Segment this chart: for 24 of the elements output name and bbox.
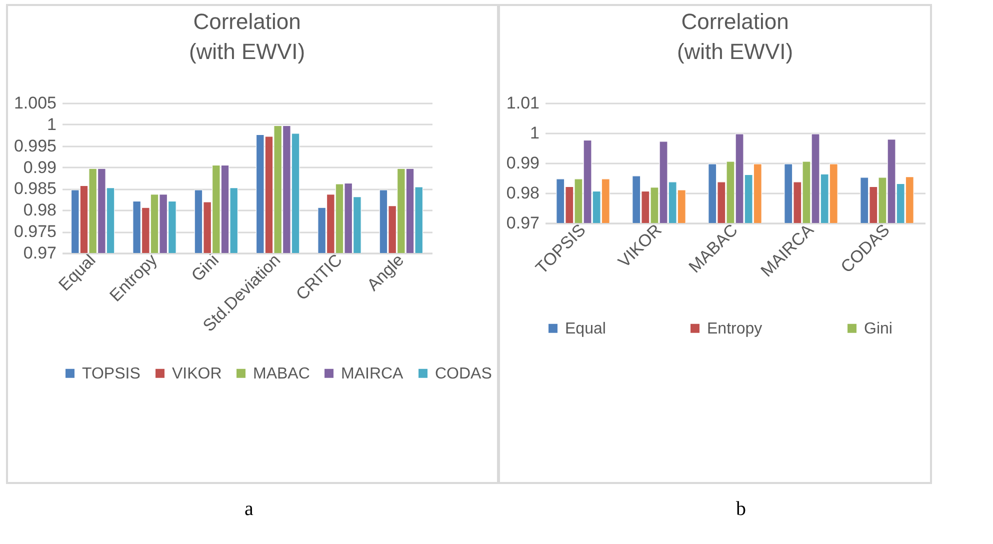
chart-title: Correlation (with EWVI) [676,9,794,64]
legend-label: TOPSIS [82,365,140,382]
legend-label: MAIRCA [341,365,404,382]
legend-label: CODAS [435,365,492,382]
y-tick-label: 0.985 [14,179,56,198]
legend-label: VIKOR [172,365,222,382]
y-tick-label: 0.97 [23,244,56,262]
text: b [735,498,747,521]
y-tick-label: 0.995 [14,136,56,156]
y-tick-label: 0.99 [506,154,540,172]
y-tick-label: 1.005 [14,94,56,112]
legend-label: MABAC [253,365,310,382]
y-tick-label: 1 [47,114,56,134]
legend-label: Entropy [707,320,762,338]
chart-title: Correlation (with EWVI) [188,9,306,64]
y-tick-label: 1 [530,124,540,142]
y-tick-label: 0.99 [23,158,56,177]
text: a [244,498,254,521]
y-tick-label: 0.98 [23,200,56,220]
y-tick-label: 1.01 [506,94,540,112]
legend-label: Equal [565,320,606,338]
y-tick-label: 0.98 [506,184,540,202]
y-tick-label: 0.975 [14,222,56,242]
legend-label: Gini [864,320,892,338]
